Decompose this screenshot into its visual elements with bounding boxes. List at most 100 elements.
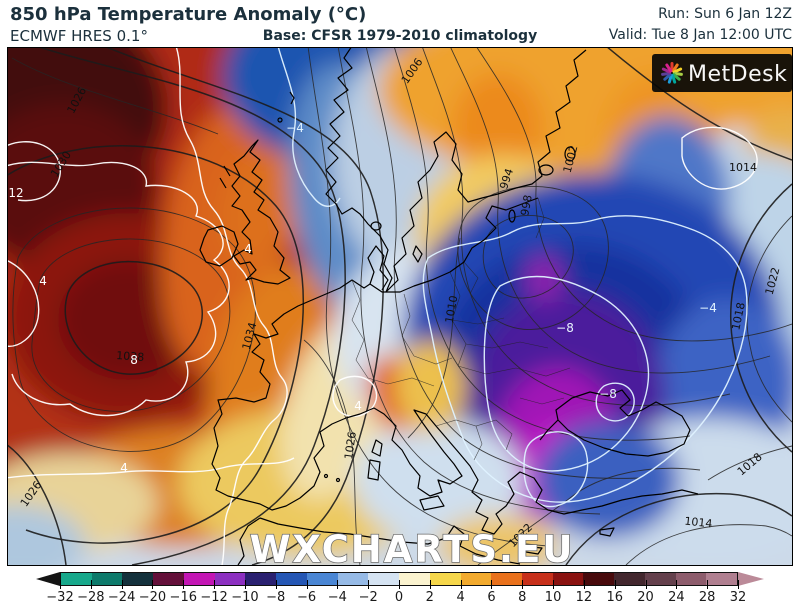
anomaly-contour-label: 12	[8, 186, 23, 200]
colorbar-tick-label: 6	[487, 590, 496, 605]
colorbar-tick	[583, 580, 585, 589]
colorbar-tick-label: −32	[46, 590, 74, 605]
anomaly-contour-label: 4	[120, 461, 128, 475]
colorbar-segment	[368, 573, 400, 585]
colorbar-segment	[552, 573, 584, 585]
metdesk-logo-background	[652, 54, 792, 92]
colorbar-tick-label: −28	[77, 590, 105, 605]
colorbar-segment	[399, 573, 430, 585]
valid-label: Valid: Tue 8 Jan 12:00 UTC	[608, 27, 792, 43]
anomaly-contour-label: −8	[599, 387, 617, 401]
map-canvas: 1026103010381034102610261022100699499810…	[8, 48, 792, 565]
colorbar-tick	[152, 580, 154, 589]
colorbar-tick	[553, 580, 555, 589]
colorbar-segment	[153, 573, 184, 585]
colorbar-tick-label: 20	[637, 590, 654, 605]
colorbar-tick	[244, 580, 246, 589]
metdesk-logo-text: MetDesk	[688, 62, 787, 87]
colorbar-segment	[583, 573, 615, 585]
colorbar-tick-label: 10	[544, 590, 562, 605]
colorbar-segment	[614, 573, 645, 585]
pinwheel-ray	[671, 63, 679, 73]
isobar-label: 1014	[684, 515, 713, 531]
colorbar-tick-label: 2	[425, 590, 434, 605]
pinwheel-ray	[672, 67, 683, 74]
pinwheel-ray	[672, 73, 681, 81]
anomaly-contour-label: −4	[699, 301, 717, 315]
colorbar-tick-label: −10	[231, 590, 259, 605]
colorbar-segment	[214, 573, 246, 585]
anomaly-contour-labels: 12 8 4 4 4 4 −4 −4 −8 −8	[8, 121, 716, 475]
pinwheel-ray	[663, 73, 672, 81]
colorbar-right-arrow	[738, 572, 764, 586]
colorbar-tick-label: 28	[698, 590, 716, 605]
colorbar-tick	[306, 580, 308, 589]
colorbar-segment	[245, 573, 277, 585]
run-label: Run: Sun 6 Jan 12Z	[658, 6, 792, 22]
anomaly-contour-label: 8	[130, 353, 138, 367]
colorbar-tick-label: −8	[266, 590, 286, 605]
isobar-label: 1010	[443, 294, 461, 324]
colorbar-segment	[122, 573, 154, 585]
anomaly-contour-label: −4	[286, 121, 304, 135]
anomaly-shading	[8, 48, 792, 565]
anomaly-contour-label: 4	[244, 242, 252, 256]
colorbar-tick	[738, 580, 739, 589]
colorbar-segment	[91, 573, 123, 585]
colorbar-tick-label: −12	[200, 590, 228, 605]
page-title: 850 hPa Temperature Anomaly (°C)	[10, 4, 367, 25]
colorbar-tick	[399, 580, 400, 589]
colorbar-gradient	[60, 572, 738, 586]
colorbar-tick	[214, 580, 216, 589]
colorbar-tick	[121, 580, 123, 589]
pinwheel-ray	[667, 73, 673, 84]
model-label: ECMWF HRES 0.1°	[10, 27, 148, 45]
colorbar: −32 −28 −24 −20 −16 −12 −10 −8 −6 −4 −2 0 2 4 6 8 10 12 16…	[0, 571, 800, 611]
colorbar-tick-label: −2	[358, 590, 378, 605]
isobar-contours	[8, 48, 792, 565]
colorbar-tick	[368, 580, 370, 589]
colorbar-segment	[276, 573, 307, 585]
isobar-label: 998	[518, 194, 534, 217]
colorbar-segment	[522, 573, 553, 585]
isobar-label: 1038	[116, 349, 145, 364]
colorbar-tick-label: −16	[169, 590, 197, 605]
pinwheel-ray	[671, 73, 677, 84]
colorbar-tick-label: 16	[606, 590, 623, 605]
colorbar-tick-label: −6	[296, 590, 317, 605]
colorbar-tick	[614, 580, 616, 589]
cold-anomaly-contours	[277, 48, 748, 508]
colorbar-tick	[460, 580, 462, 589]
pinwheel-ray	[661, 71, 672, 76]
colorbar-tick	[60, 580, 61, 589]
colorbar-tick-label: −20	[138, 590, 167, 605]
colorbar-segment	[706, 573, 738, 585]
colorbar-left-arrow	[36, 572, 60, 586]
colorbar-tick	[707, 580, 709, 589]
colorbar-tick	[491, 580, 493, 589]
anomaly-contour-label: 4	[39, 274, 47, 288]
pinwheel-ray	[665, 63, 673, 73]
colorbar-tick-label: 12	[575, 590, 593, 605]
colorbar-tick	[676, 580, 678, 589]
colorbar-tick	[90, 580, 92, 589]
colorbar-segment	[491, 573, 523, 585]
isobar-label: 1014	[729, 161, 757, 174]
isobar-label: 994	[497, 167, 516, 191]
country-borders	[351, 197, 571, 461]
colorbar-tick	[522, 580, 524, 589]
isobar-label: 1018	[729, 301, 748, 331]
pinwheel-ray	[661, 67, 672, 74]
coastlines	[199, 48, 699, 565]
colorbar-segment	[429, 573, 461, 585]
colorbar-tick-label: −4	[327, 590, 347, 605]
anomaly-contour-label: 4	[354, 399, 362, 413]
colorbar-tick	[183, 580, 185, 589]
colorbar-segment	[337, 573, 369, 585]
pinwheel-ray	[672, 71, 683, 76]
colorbar-tick	[337, 580, 339, 589]
colorbar-segment	[183, 573, 215, 585]
colorbar-segment	[675, 573, 707, 585]
colorbar-segment	[644, 573, 676, 585]
